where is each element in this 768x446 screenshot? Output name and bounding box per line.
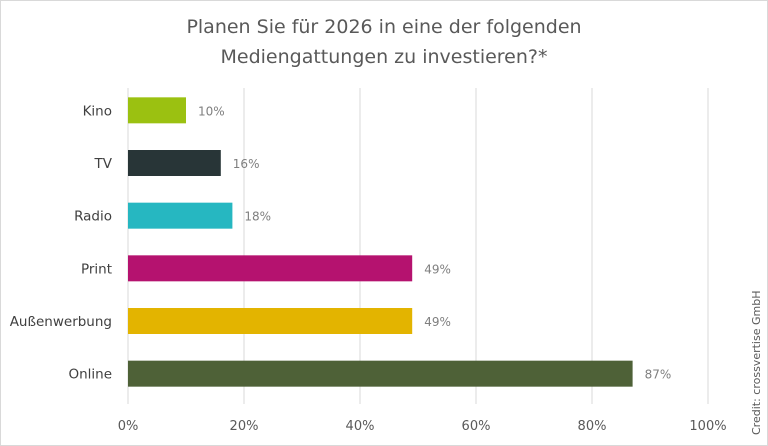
title-line-1: Planen Sie für 2026 in eine der folgende…: [186, 16, 582, 38]
bar: [128, 255, 413, 282]
category-label: Außenwerbung: [10, 314, 112, 330]
title-line-2: Mediengattungen zu investieren?*: [220, 46, 548, 68]
data-label: 10%: [198, 104, 225, 118]
x-tick-label: 40%: [346, 419, 375, 434]
x-tick-label: 80%: [578, 419, 607, 434]
data-label: 16%: [233, 157, 260, 171]
category-label: Print: [81, 261, 112, 277]
bar: [128, 150, 221, 176]
data-label: 49%: [424, 262, 451, 276]
bar: [128, 308, 413, 334]
category-label: TV: [94, 156, 113, 172]
category-label: Kino: [83, 103, 112, 119]
x-tick-label: 20%: [230, 419, 259, 434]
credit-text: Credit: crossvertise GmbH: [750, 291, 763, 435]
bar: [128, 360, 633, 387]
chart-title: Planen Sie für 2026 in eine der folgende…: [0, 12, 768, 72]
x-tick-label: 100%: [689, 419, 726, 434]
category-label: Radio: [74, 209, 112, 225]
category-label: Online: [68, 367, 112, 383]
bar: [128, 202, 233, 229]
data-label: 49%: [424, 315, 451, 329]
x-tick-label: 60%: [462, 419, 491, 434]
data-label: 87%: [645, 368, 672, 382]
bar: [128, 97, 186, 124]
data-label: 18%: [244, 210, 271, 224]
x-tick-label: 0%: [118, 419, 139, 434]
